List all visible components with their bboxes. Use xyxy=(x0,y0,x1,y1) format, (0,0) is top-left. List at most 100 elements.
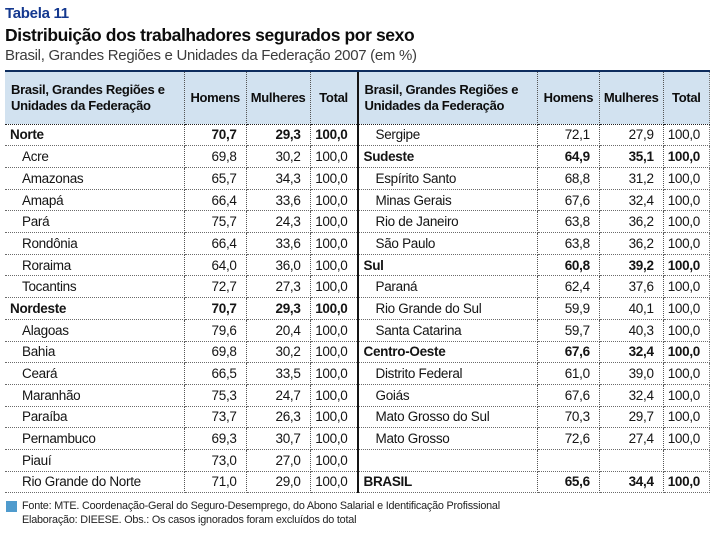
row-value-mulheres: 30,2 xyxy=(246,341,311,364)
table-row: Pará 75,7 24,3 100,0 xyxy=(5,210,357,234)
row-label: São Paulo xyxy=(358,232,539,255)
row-value-mulheres: 30,7 xyxy=(246,427,311,450)
table-row: São Paulo 63,8 36,2 100,0 xyxy=(358,232,711,255)
row-label: Maranhão xyxy=(5,384,185,407)
table-row: Rio Grande do Sul 59,9 40,1 100,0 xyxy=(358,297,711,320)
row-value-total: 100,0 xyxy=(663,232,711,255)
row-value-mulheres: 26,3 xyxy=(246,406,311,429)
row-label: Pernambuco xyxy=(5,427,185,450)
row-label: Alagoas xyxy=(5,319,185,342)
row-label: Bahia xyxy=(5,341,185,364)
row-label: Rondônia xyxy=(5,232,185,255)
row-value-total: 100,0 xyxy=(310,254,357,277)
row-value-homens: 71,0 xyxy=(184,471,247,494)
row-label: Piauí xyxy=(5,449,185,472)
row-value-mulheres: 33,5 xyxy=(246,362,311,385)
row-value-mulheres: 32,4 xyxy=(599,189,664,212)
row-value-total: 100,0 xyxy=(310,341,357,364)
row-value-total: 100,0 xyxy=(663,254,711,277)
row-value-mulheres: 39,2 xyxy=(599,254,664,277)
row-value-mulheres: 33,6 xyxy=(246,232,311,255)
table-row: Mato Grosso do Sul 70,3 29,7 100,0 xyxy=(358,406,711,429)
row-label: Paraná xyxy=(358,275,539,299)
row-label: Sul xyxy=(358,254,539,277)
row-value-homens: 79,6 xyxy=(184,319,247,342)
row-value-mulheres: 34,3 xyxy=(246,167,311,190)
row-value-mulheres: 37,6 xyxy=(599,275,664,299)
table-row: Sergipe 72,1 27,9 100,0 xyxy=(358,124,711,147)
row-value-homens: 72,1 xyxy=(537,124,600,147)
row-value-homens xyxy=(537,449,600,472)
row-value-homens: 70,7 xyxy=(184,124,247,147)
row-value-total: 100,0 xyxy=(663,167,711,190)
row-label: Sudeste xyxy=(358,145,539,168)
column-header-total: Total xyxy=(663,71,711,125)
row-value-total: 100,0 xyxy=(310,449,357,472)
row-value-total: 100,0 xyxy=(663,427,711,450)
row-value-total: 100,0 xyxy=(663,297,711,320)
table-row: Norte 70,7 29,3 100,0 xyxy=(5,124,357,147)
row-value-total: 100,0 xyxy=(310,297,357,320)
row-value-mulheres: 33,6 xyxy=(246,189,311,212)
row-label: Minas Gerais xyxy=(358,189,539,212)
row-value-mulheres: 24,7 xyxy=(246,384,311,407)
row-value-mulheres: 34,4 xyxy=(599,471,664,494)
row-value-mulheres: 24,3 xyxy=(246,210,311,234)
row-value-homens: 68,8 xyxy=(537,167,600,190)
table-row: Maranhão 75,3 24,7 100,0 xyxy=(5,384,357,407)
header-row: Brasil, Grandes Regiões e Unidades da Fe… xyxy=(358,71,711,125)
column-header-region: Brasil, Grandes Regiões e Unidades da Fe… xyxy=(5,71,185,125)
page-subtitle: Brasil, Grandes Regiões e Unidades da Fe… xyxy=(5,46,417,64)
row-value-mulheres: 27,0 xyxy=(246,449,311,472)
row-value-total: 100,0 xyxy=(663,145,711,168)
row-value-homens: 66,4 xyxy=(184,189,247,212)
row-value-total: 100,0 xyxy=(310,362,357,385)
row-value-mulheres: 29,3 xyxy=(246,297,311,320)
row-value-total: 100,0 xyxy=(310,145,357,168)
row-label: Norte xyxy=(5,124,185,147)
column-header-homens: Homens xyxy=(537,71,600,125)
table-row: Distrito Federal 61,0 39,0 100,0 xyxy=(358,362,711,385)
data-table: Brasil, Grandes Regiões e Unidades da Fe… xyxy=(5,69,711,494)
blue-square-icon xyxy=(6,501,17,513)
row-value-total: 100,0 xyxy=(310,189,357,212)
row-value-homens: 67,6 xyxy=(537,189,600,212)
row-label: Sergipe xyxy=(358,124,539,147)
row-value-homens: 60,8 xyxy=(537,254,600,277)
row-value-total: 100,0 xyxy=(663,189,711,212)
row-value-homens: 62,4 xyxy=(537,275,600,299)
source-note: Fonte: MTE. Coordenação-Geral do Seguro-… xyxy=(5,500,710,528)
row-value-total: 100,0 xyxy=(310,427,357,450)
row-value-mulheres: 35,1 xyxy=(599,145,664,168)
table-row: Goiás 67,6 32,4 100,0 xyxy=(358,384,711,407)
row-value-mulheres: 29,7 xyxy=(599,406,664,429)
table-row: Alagoas 79,6 20,4 100,0 xyxy=(5,319,357,342)
header-row: Brasil, Grandes Regiões e Unidades da Fe… xyxy=(5,71,357,125)
row-value-mulheres: 29,3 xyxy=(246,124,311,147)
table-row: Sudeste 64,9 35,1 100,0 xyxy=(358,145,711,168)
row-value-total: 100,0 xyxy=(663,210,711,234)
row-value-total: 100,0 xyxy=(663,406,711,429)
source-line-2: Elaboração: DIEESE. Obs.: Os casos ignor… xyxy=(22,514,357,527)
page-title: Distribuição dos trabalhadores segurados… xyxy=(5,24,415,45)
row-label: Acre xyxy=(5,145,185,168)
table-row: Mato Grosso 72,6 27,4 100,0 xyxy=(358,427,711,450)
row-value-total: 100,0 xyxy=(310,406,357,429)
row-label: Mato Grosso xyxy=(358,427,539,450)
row-value-homens: 75,7 xyxy=(184,210,247,234)
row-value-mulheres: 32,4 xyxy=(599,384,664,407)
table-row: Rio Grande do Norte 71,0 29,0 100,0 xyxy=(5,471,357,494)
row-value-mulheres: 36,0 xyxy=(246,254,311,277)
row-value-homens: 73,7 xyxy=(184,406,247,429)
row-value-total: 100,0 xyxy=(663,275,711,299)
row-value-total: 100,0 xyxy=(663,362,711,385)
row-label: Pará xyxy=(5,210,185,234)
row-label: Amazonas xyxy=(5,167,185,190)
table-row: Sul 60,8 39,2 100,0 xyxy=(358,254,711,277)
row-label: Tocantins xyxy=(5,275,185,299)
row-label: Amapá xyxy=(5,189,185,212)
row-value-homens: 64,0 xyxy=(184,254,247,277)
row-value-mulheres: 36,2 xyxy=(599,232,664,255)
row-value-total: 100,0 xyxy=(663,384,711,407)
